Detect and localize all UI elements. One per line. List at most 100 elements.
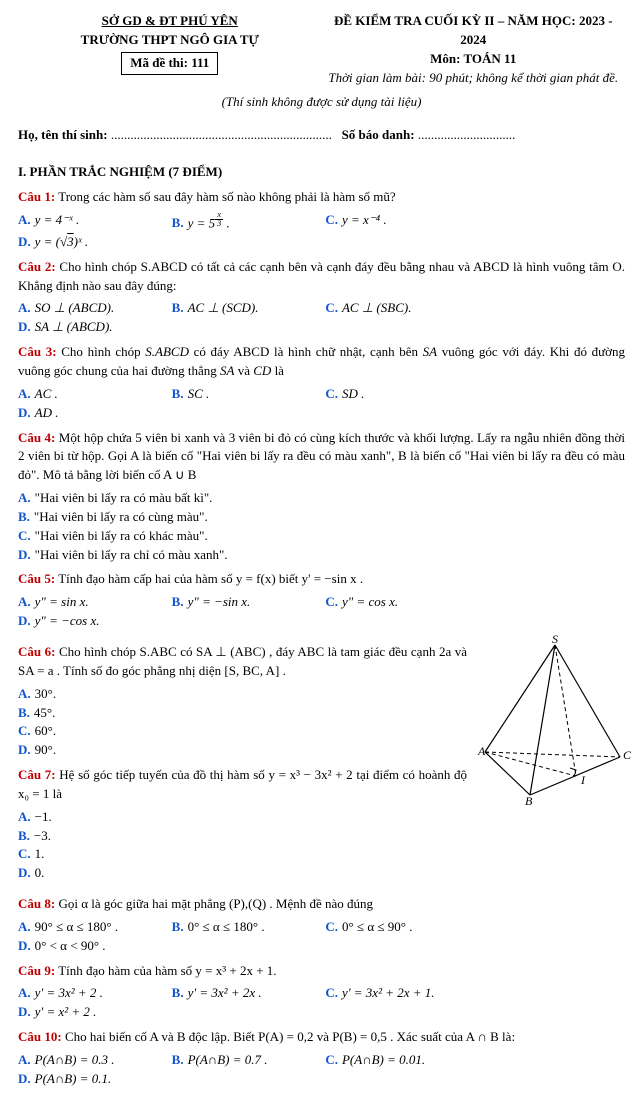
tetrahedron-svg: S A B C I	[475, 637, 625, 802]
q9-label: Câu 9:	[18, 963, 55, 978]
q1-text: Trong các hàm số sau đây hàm số nào khôn…	[58, 189, 395, 204]
q7-d: D.0.	[18, 864, 238, 883]
q7-label: Câu 7:	[18, 767, 56, 782]
q5-label: Câu 5:	[18, 571, 55, 586]
school-line: TRƯỜNG THPT NGÔ GIA TỰ	[18, 31, 322, 50]
question-4: Câu 4: Một hộp chứa 5 viên bi xanh và 3 …	[18, 429, 625, 486]
q1-label: Câu 1:	[18, 189, 55, 204]
exam-code-box: Mã đề thi: 111	[121, 52, 218, 75]
q5-c: C.y" = cos x.	[325, 593, 471, 612]
q7-a: A.−1.	[18, 808, 238, 827]
q6-label: Câu 6:	[18, 644, 55, 659]
q6-d: D.90°.	[18, 741, 238, 760]
q8-text: Gọi α là góc giữa hai mặt phẳng (P),(Q) …	[58, 896, 373, 911]
q8-options: A.90° ≤ α ≤ 180° . B.0° ≤ α ≤ 180° . C.0…	[18, 918, 625, 956]
q2-c: C.AC ⊥ (SBC).	[325, 299, 471, 318]
q1-c: C. y = x⁻⁴ .	[325, 211, 471, 233]
question-1: Câu 1: Trong các hàm số sau đây hàm số n…	[18, 188, 625, 207]
q10-label: Câu 10:	[18, 1029, 62, 1044]
q2-options: A.SO ⊥ (ABCD). B.AC ⊥ (SCD). C.AC ⊥ (SBC…	[18, 299, 625, 337]
question-8: Câu 8: Gọi α là góc giữa hai mặt phẳng (…	[18, 895, 625, 914]
svg-text:I: I	[580, 773, 586, 787]
q10-text: Cho hai biến cố A và B độc lập. Biết P(A…	[65, 1029, 515, 1044]
q6-options: A.30°. B.45°. C.60°. D.90°.	[18, 685, 467, 760]
dept-line: SỞ GD & ĐT PHÚ YÊN	[18, 12, 322, 31]
q10-c: C.P(A∩B) = 0.01.	[325, 1051, 471, 1070]
q4-b: B."Hai viên bi lấy ra có cùng màu".	[18, 508, 315, 527]
q5-a: A.y" = sin x.	[18, 593, 164, 612]
q9-a: A.y' = 3x² + 2 .	[18, 984, 164, 1003]
question-9: Câu 9: Tính đạo hàm của hàm số y = x³ + …	[18, 962, 625, 981]
q10-options: A.P(A∩B) = 0.3 . B.P(A∩B) = 0.7 . C.P(A∩…	[18, 1051, 625, 1089]
no-materials-note: (Thí sinh không được sử dụng tài liệu)	[18, 93, 625, 112]
q9-options: A.y' = 3x² + 2 . B.y' = 3x² + 2x . C.y' …	[18, 984, 625, 1022]
q8-b: B.0° ≤ α ≤ 180° .	[172, 918, 318, 937]
q2-a: A.SO ⊥ (ABCD).	[18, 299, 164, 318]
q4-d: D."Hai viên bi lấy ra chỉ có màu xanh".	[18, 546, 315, 565]
q6-a: A.30°.	[18, 685, 238, 704]
question-10: Câu 10: Cho hai biến cố A và B độc lập. …	[18, 1028, 625, 1047]
id-dots: ..............................	[418, 127, 516, 142]
q2-b: B.AC ⊥ (SCD).	[172, 299, 318, 318]
q1-b: B. y = 5x3 .	[172, 211, 318, 233]
section-1-title: I. PHẦN TRẮC NGHIỆM (7 ĐIỂM)	[18, 163, 625, 182]
q6-text: Cho hình chóp S.ABC có SA ⊥ (ABC) , đáy …	[18, 644, 467, 678]
question-2: Câu 2: Cho hình chóp S.ABCD có tất cả cá…	[18, 258, 625, 296]
q9-c: C.y' = 3x² + 2x + 1.	[325, 984, 471, 1003]
candidate-info: Họ, tên thí sinh: ......................…	[18, 126, 625, 145]
q2-label: Câu 2:	[18, 259, 56, 274]
q5-text: Tính đạo hàm cấp hai của hàm số y = f(x)…	[58, 571, 363, 586]
header-left: SỞ GD & ĐT PHÚ YÊN TRƯỜNG THPT NGÔ GIA T…	[18, 12, 322, 87]
q9-d: D.y' = x² + 2 .	[18, 1003, 164, 1022]
q7-c: C.1.	[18, 845, 238, 864]
name-dots: ........................................…	[111, 127, 332, 142]
q4-options: A."Hai viên bi lấy ra có màu bất kì". B.…	[18, 489, 625, 564]
question-7: Câu 7: Hệ số góc tiếp tuyến của đồ thị h…	[18, 766, 467, 804]
q7-b: B.−3.	[18, 827, 238, 846]
question-6: Câu 6: Cho hình chóp S.ABC có SA ⊥ (ABC)…	[18, 643, 467, 681]
q9-b: B.y' = 3x² + 2x .	[172, 984, 318, 1003]
q5-b: B.y" = −sin x.	[172, 593, 318, 612]
q1-a: A. y = 4⁻ˣ .	[18, 211, 164, 233]
name-label: Họ, tên thí sinh:	[18, 127, 108, 142]
q3-options: A.AC . B.SC . C.SD . D.AD .	[18, 385, 625, 423]
q2-d: D.SA ⊥ (ABCD).	[18, 318, 164, 337]
svg-text:S: S	[552, 632, 558, 646]
q5-options: A.y" = sin x. B.y" = −sin x. C.y" = cos …	[18, 593, 625, 631]
q3-a: A.AC .	[18, 385, 164, 404]
question-3: Câu 3: Cho hình chóp S.ABCD có đáy ABCD …	[18, 343, 625, 381]
q9-text: Tính đạo hàm của hàm số y = x³ + 2x + 1.	[58, 963, 276, 978]
q6-q7-row: Câu 6: Cho hình chóp S.ABC có SA ⊥ (ABC)…	[18, 637, 625, 889]
q7-options: A.−1. B.−3. C.1. D.0.	[18, 808, 467, 883]
q3-b: B.SC .	[172, 385, 318, 404]
subject-line: Môn: TOÁN 11	[322, 50, 626, 69]
q3-label: Câu 3:	[18, 344, 57, 359]
time-note: Thời gian làm bài: 90 phút; không kể thờ…	[322, 69, 626, 88]
exam-title: ĐỀ KIỂM TRA CUỐI KỲ II – NĂM HỌC: 2023 -…	[322, 12, 626, 50]
svg-text:B: B	[525, 794, 533, 808]
q4-label: Câu 4:	[18, 430, 55, 445]
q4-a: A."Hai viên bi lấy ra có màu bất kì".	[18, 489, 315, 508]
exam-header: SỞ GD & ĐT PHÚ YÊN TRƯỜNG THPT NGÔ GIA T…	[18, 12, 625, 87]
q8-a: A.90° ≤ α ≤ 180° .	[18, 918, 164, 937]
header-right: ĐỀ KIỂM TRA CUỐI KỲ II – NĂM HỌC: 2023 -…	[322, 12, 626, 87]
q10-d: D.P(A∩B) = 0.1.	[18, 1070, 164, 1089]
q5-d: D.y" = −cos x.	[18, 612, 164, 631]
id-label: Số báo danh:	[342, 127, 415, 142]
q8-label: Câu 8:	[18, 896, 55, 911]
q10-b: B.P(A∩B) = 0.7 .	[172, 1051, 318, 1070]
q3-d: D.AD .	[18, 404, 164, 423]
svg-text:C: C	[623, 748, 632, 762]
q4-text: Một hộp chứa 5 viên bi xanh và 3 viên bi…	[18, 430, 625, 483]
svg-text:A: A	[477, 744, 486, 758]
tetrahedron-figure: S A B C I	[475, 637, 625, 808]
q8-d: D.0° < α < 90° .	[18, 937, 164, 956]
question-5: Câu 5: Tính đạo hàm cấp hai của hàm số y…	[18, 570, 625, 589]
q2-text: Cho hình chóp S.ABCD có tất cả các cạnh …	[18, 259, 625, 293]
q1-d: D. y = (√3)ˣ .	[18, 233, 164, 252]
q6-b: B.45°.	[18, 704, 238, 723]
q3-c: C.SD .	[325, 385, 471, 404]
q6-q7-text-col: Câu 6: Cho hình chóp S.ABC có SA ⊥ (ABC)…	[18, 637, 467, 889]
q6-c: C.60°.	[18, 722, 238, 741]
q4-c: C."Hai viên bi lấy ra có khác màu".	[18, 527, 315, 546]
